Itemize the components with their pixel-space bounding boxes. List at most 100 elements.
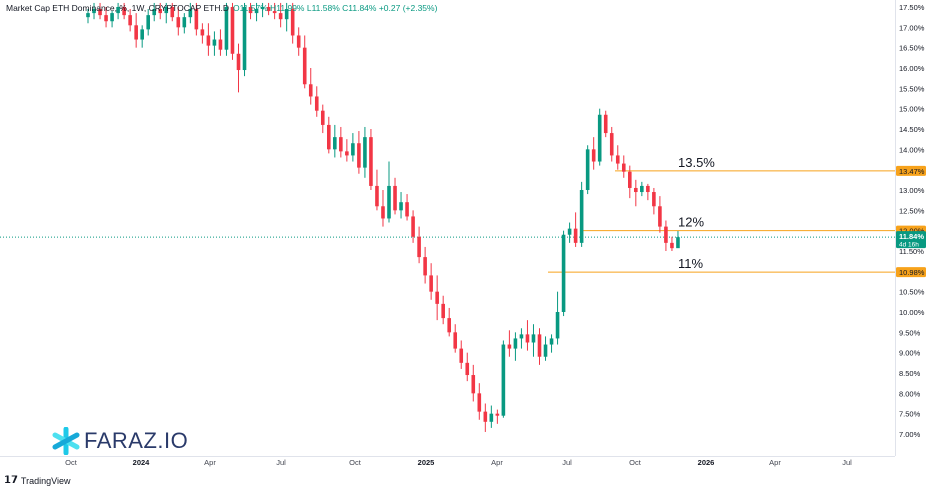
candle bbox=[248, 2, 253, 20]
candle bbox=[236, 43, 241, 93]
x-tick-label: Jul bbox=[842, 458, 852, 467]
chart-header: Market Cap ETH Dominance, %, 1W, CRYPTOC… bbox=[6, 3, 437, 13]
candle bbox=[447, 307, 451, 337]
candle bbox=[333, 124, 337, 158]
candle bbox=[567, 222, 572, 243]
candle bbox=[658, 196, 662, 233]
candle bbox=[483, 403, 488, 432]
candle bbox=[296, 27, 301, 56]
candle bbox=[621, 155, 626, 178]
candle bbox=[453, 324, 458, 353]
candle bbox=[86, 9, 90, 24]
svg-text:4d 16h: 4d 16h bbox=[899, 242, 919, 249]
y-tick-label: 8.00% bbox=[899, 389, 921, 398]
symbol-title[interactable]: Market Cap ETH Dominance, %, 1W, CRYPTOC… bbox=[6, 3, 229, 13]
x-tick-label: Oct bbox=[65, 458, 78, 467]
candle bbox=[561, 230, 566, 317]
candle bbox=[320, 104, 325, 134]
candle bbox=[459, 340, 464, 369]
level-annotation: 12% bbox=[678, 215, 704, 230]
x-tick-label: Apr bbox=[491, 458, 503, 467]
candle bbox=[417, 226, 421, 264]
candle bbox=[664, 220, 668, 251]
svg-text:13.47%: 13.47% bbox=[899, 167, 925, 176]
candle bbox=[170, 2, 175, 22]
candle bbox=[260, 2, 265, 18]
candle bbox=[591, 137, 596, 170]
candle bbox=[646, 183, 650, 201]
candle bbox=[140, 25, 144, 48]
candle bbox=[351, 133, 355, 162]
candle bbox=[375, 169, 379, 211]
candle bbox=[423, 246, 427, 284]
candle bbox=[543, 336, 548, 361]
candle bbox=[266, 2, 271, 16]
x-tick-label: Jul bbox=[276, 458, 286, 467]
y-tick-label: 17.00% bbox=[899, 23, 925, 32]
x-tick-label: 2025 bbox=[418, 458, 435, 467]
level-annotation: 13.5% bbox=[678, 155, 715, 170]
candle bbox=[188, 2, 193, 24]
candle bbox=[327, 116, 331, 154]
candle bbox=[116, 2, 120, 20]
candle bbox=[634, 179, 638, 207]
candle bbox=[501, 340, 506, 418]
candle bbox=[158, 2, 163, 20]
candle bbox=[302, 35, 307, 89]
candle bbox=[104, 7, 108, 28]
x-tick-label: Oct bbox=[629, 458, 642, 467]
y-tick-label: 7.00% bbox=[899, 430, 921, 439]
current-price-label: 11.84%4d 16h bbox=[896, 231, 926, 249]
y-tick-label: 10.50% bbox=[899, 288, 925, 297]
candle bbox=[212, 31, 217, 56]
candle bbox=[272, 2, 277, 20]
candle bbox=[393, 177, 397, 215]
candle bbox=[284, 2, 289, 32]
candle bbox=[128, 9, 132, 32]
candle bbox=[363, 126, 367, 178]
candle bbox=[381, 190, 385, 227]
candle bbox=[513, 332, 518, 361]
y-tick-label: 9.50% bbox=[899, 328, 921, 337]
candle bbox=[555, 291, 560, 345]
candle bbox=[435, 275, 439, 321]
y-tick-label: 16.50% bbox=[899, 44, 925, 53]
y-tick-label: 14.00% bbox=[899, 145, 925, 154]
candle bbox=[345, 139, 349, 162]
candle bbox=[122, 2, 126, 20]
candle bbox=[471, 364, 476, 402]
y-tick-label: 12.50% bbox=[899, 206, 925, 215]
watermark: FARAZ.IO bbox=[52, 427, 188, 455]
candle bbox=[628, 165, 632, 199]
candle bbox=[92, 2, 96, 20]
svg-text:10.98%: 10.98% bbox=[899, 268, 925, 277]
candle bbox=[224, 2, 229, 56]
x-tick-label: Apr bbox=[204, 458, 216, 467]
y-tick-label: 17.50% bbox=[899, 3, 925, 12]
candle bbox=[579, 181, 584, 247]
candle bbox=[652, 187, 656, 215]
candle bbox=[242, 2, 247, 77]
candle bbox=[531, 324, 536, 357]
svg-text:11.84%: 11.84% bbox=[899, 232, 924, 241]
candle bbox=[597, 108, 602, 166]
watermark-text: FARAZ.IO bbox=[84, 428, 189, 453]
candle bbox=[110, 11, 114, 28]
candle bbox=[603, 110, 608, 138]
candle bbox=[176, 7, 181, 36]
candle bbox=[573, 212, 578, 247]
candle bbox=[537, 328, 542, 365]
candle bbox=[218, 29, 223, 56]
candle bbox=[314, 86, 319, 117]
y-tick-label: 13.00% bbox=[899, 186, 925, 195]
y-tick-label: 9.00% bbox=[899, 349, 921, 358]
y-tick-label: 10.00% bbox=[899, 308, 925, 317]
candle bbox=[164, 2, 169, 24]
tradingview-logo[interactable]: 𝟭𝟳 TradingView bbox=[4, 475, 70, 486]
candle bbox=[182, 13, 187, 34]
candle bbox=[549, 334, 554, 353]
y-tick-label: 8.50% bbox=[899, 369, 921, 378]
level-price-label: 13.47% bbox=[896, 165, 926, 176]
candle bbox=[399, 192, 403, 219]
